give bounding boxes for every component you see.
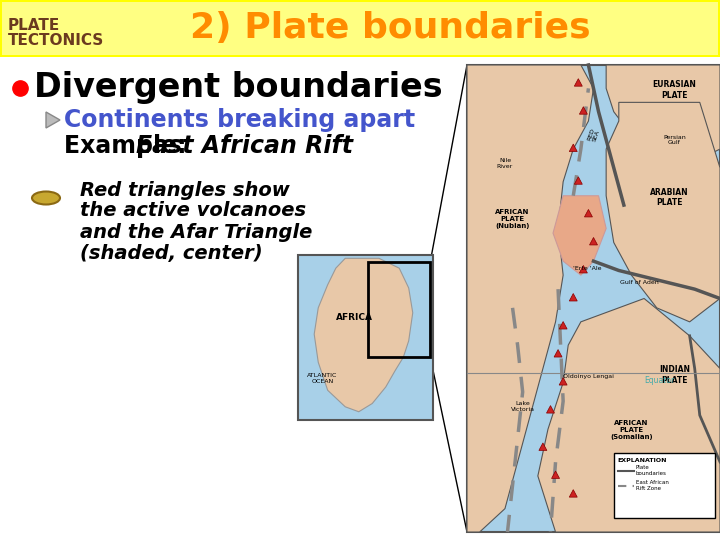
Polygon shape [570,490,577,497]
Text: Continents breaking apart: Continents breaking apart [64,108,415,132]
Text: Equator: Equator [644,376,675,385]
Text: East African Rift: East African Rift [136,134,353,158]
Bar [368,261,431,357]
Ellipse shape [32,192,60,205]
Text: Lake
Victoria: Lake Victoria [510,401,535,411]
Text: TECTONICS: TECTONICS [8,33,104,48]
Polygon shape [575,177,582,184]
Text: RED
SEA: RED SEA [586,127,600,143]
Text: Divergent boundaries: Divergent boundaries [34,71,443,105]
Polygon shape [46,112,60,128]
Text: the active volcanoes: the active volcanoes [80,201,306,220]
Polygon shape [590,238,598,245]
Text: and the Afar Triangle: and the Afar Triangle [80,222,312,241]
Polygon shape [467,65,593,532]
Text: Oldoinyo Lengai: Oldoinyo Lengai [563,374,614,379]
Text: EURASIAN
PLATE: EURASIAN PLATE [652,80,696,100]
Text: East African
Rift Zone: East African Rift Zone [636,480,669,491]
Text: AFRICAN
PLATE
(Somalian): AFRICAN PLATE (Somalian) [610,420,653,440]
Polygon shape [575,79,582,86]
Polygon shape [539,443,547,450]
Text: Gulf of Aden: Gulf of Aden [620,280,658,286]
Bar [613,453,715,518]
Text: Nile
River: Nile River [497,158,513,168]
Text: PLATE: PLATE [8,18,60,33]
Text: EXPLANATION: EXPLANATION [618,457,667,463]
Bar [2,2,718,55]
Polygon shape [606,103,720,322]
Text: 2) Plate boundaries: 2) Plate boundaries [189,11,590,45]
Polygon shape [546,406,554,413]
Text: Plate
boundaries: Plate boundaries [636,465,667,476]
Polygon shape [606,65,720,168]
Polygon shape [552,471,559,478]
Text: AFRICAN
PLATE
(Nubian): AFRICAN PLATE (Nubian) [495,210,530,230]
Bar [298,255,433,420]
Text: (shaded, center): (shaded, center) [80,244,263,262]
Polygon shape [585,210,593,217]
Polygon shape [538,299,720,532]
Text: AFRICA: AFRICA [336,313,373,322]
Polygon shape [580,107,588,114]
Bar [467,65,720,532]
Text: Persian
Gulf: Persian Gulf [663,134,686,145]
Polygon shape [314,258,413,411]
Polygon shape [559,321,567,329]
Polygon shape [559,377,567,385]
Text: INDIAN
PLATE: INDIAN PLATE [659,365,690,384]
Text: 'Erte 'Ale: 'Erte 'Ale [573,266,602,272]
Polygon shape [580,266,588,273]
Polygon shape [570,294,577,301]
Polygon shape [553,196,606,275]
Polygon shape [570,144,577,152]
Text: ARABIAN
PLATE: ARABIAN PLATE [650,188,689,207]
Text: Example:: Example: [64,134,194,158]
Text: Red triangles show: Red triangles show [80,180,289,199]
Bar [0,0,720,57]
Polygon shape [554,349,562,357]
Text: ATLANTIC
OCEAN: ATLANTIC OCEAN [307,373,338,384]
